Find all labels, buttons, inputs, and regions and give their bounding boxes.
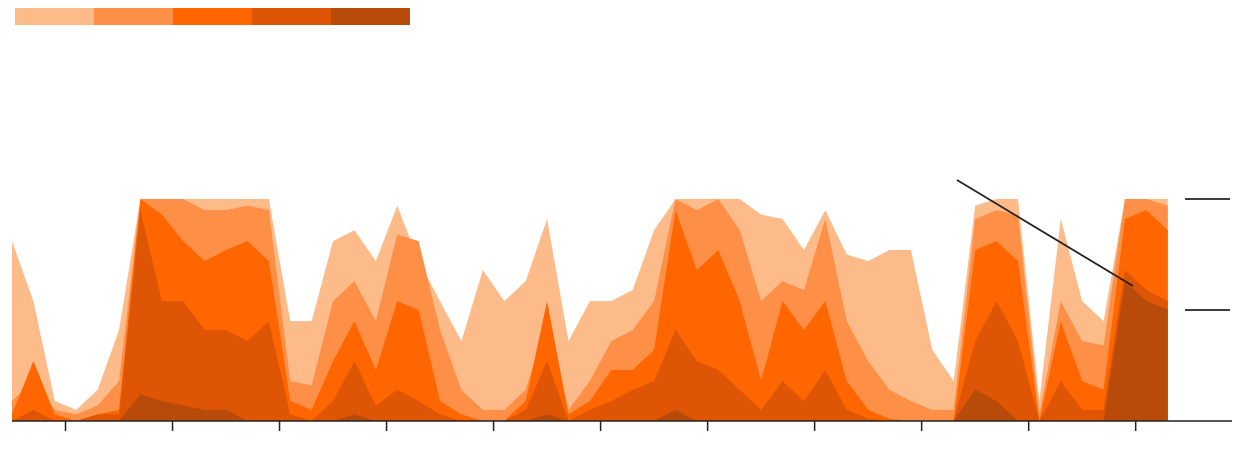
legend-swatch	[15, 8, 94, 25]
legend-swatch	[331, 8, 410, 25]
legend	[15, 8, 410, 25]
legend-swatch	[252, 8, 331, 25]
annotation-line	[956, 179, 1134, 287]
legend-swatch	[94, 8, 173, 25]
plot-area	[12, 199, 1168, 421]
area	[12, 199, 1168, 421]
legend-swatch	[173, 8, 252, 25]
area	[12, 210, 1168, 421]
axes	[12, 198, 1232, 431]
